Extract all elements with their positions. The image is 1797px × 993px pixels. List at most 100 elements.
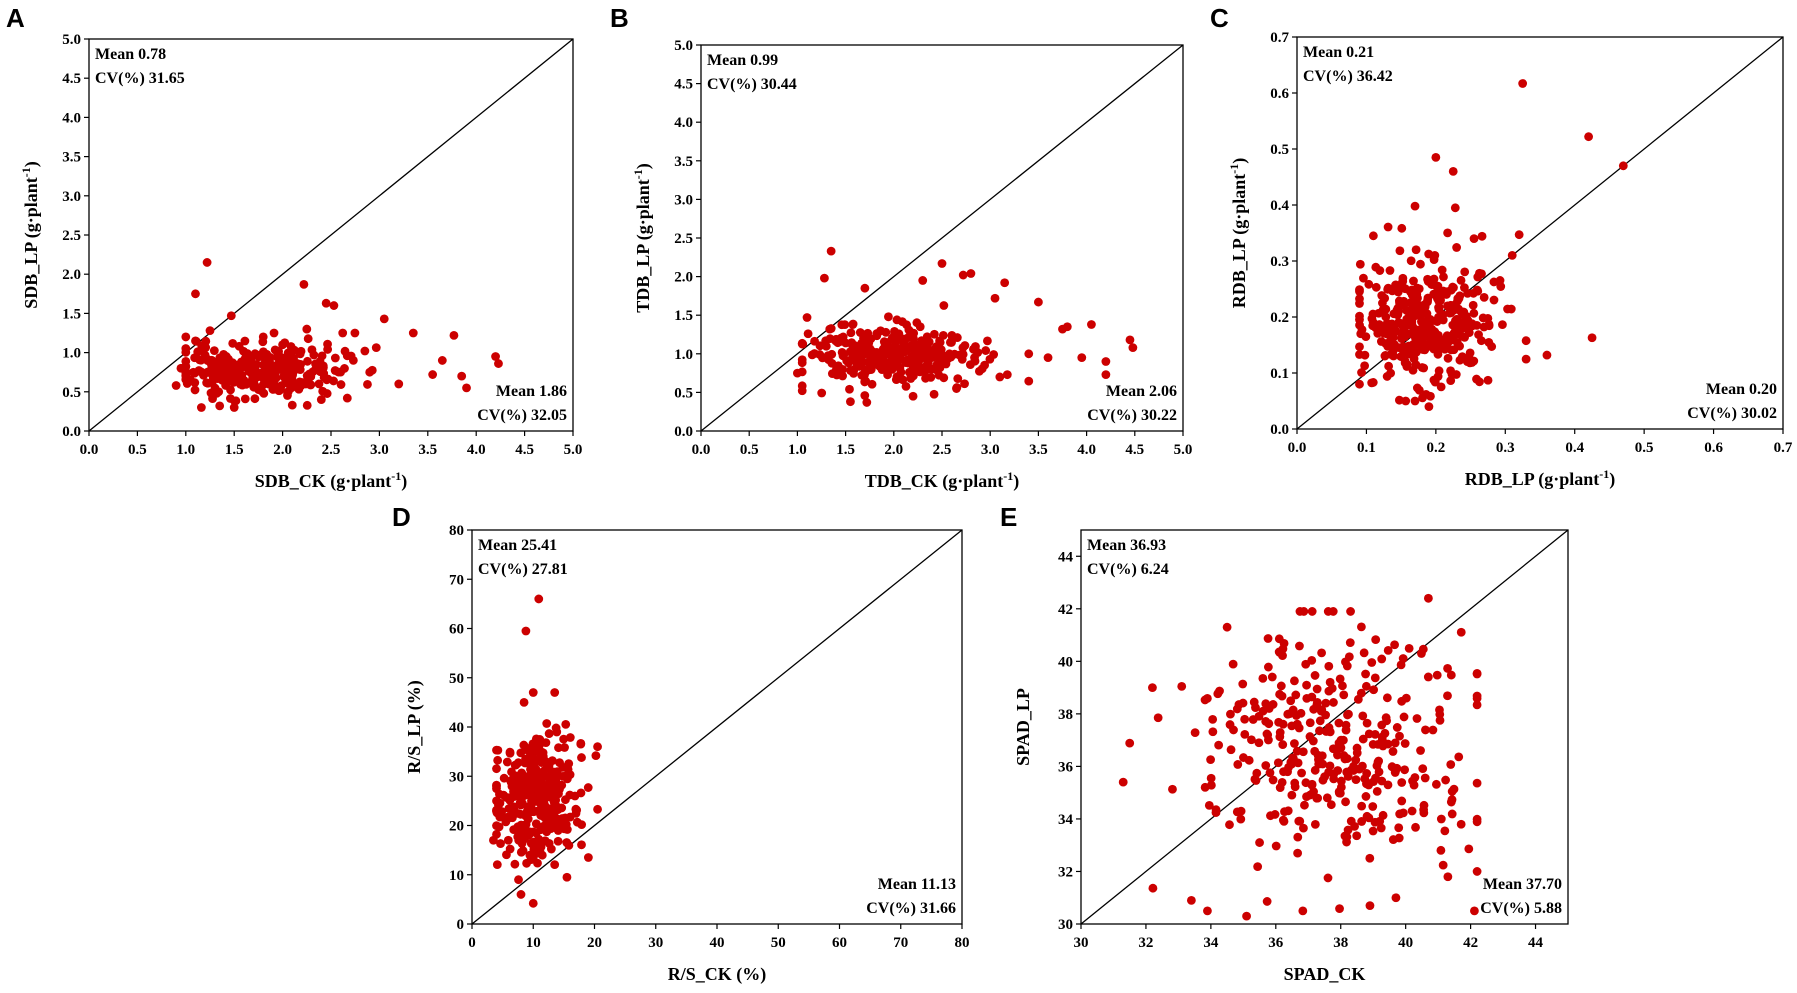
- stats-x-cv: CV(%) 32.05: [477, 407, 567, 424]
- data-point: [1432, 670, 1442, 680]
- data-point: [593, 804, 602, 814]
- data-point: [1358, 734, 1368, 744]
- data-point: [1454, 752, 1464, 762]
- data-point: [912, 318, 922, 328]
- data-point: [1263, 634, 1273, 643]
- data-point: [254, 385, 264, 395]
- data-point: [363, 380, 372, 389]
- data-point: [1438, 286, 1448, 296]
- data-point: [1436, 814, 1446, 824]
- data-point: [1204, 800, 1214, 810]
- data-point: [1153, 713, 1163, 723]
- data-point: [1394, 306, 1403, 316]
- data-point: [1429, 375, 1439, 385]
- x-tick-label: 0.2: [1426, 440, 1445, 456]
- data-point: [209, 346, 219, 356]
- data-point: [1394, 833, 1404, 843]
- data-point: [1409, 276, 1418, 286]
- data-point: [492, 780, 501, 790]
- data-point: [1002, 370, 1012, 380]
- y-tick-label: 80: [449, 523, 464, 539]
- y-tick-label: 5.0: [62, 32, 81, 48]
- data-point: [1307, 692, 1317, 702]
- data-point: [1128, 343, 1138, 353]
- y-tick-label: 3.0: [674, 192, 693, 208]
- data-point: [1315, 716, 1325, 726]
- y-tick-label: 30: [1058, 917, 1073, 933]
- data-point: [268, 385, 278, 394]
- data-point: [860, 283, 870, 293]
- y-axis-label-sup: -1: [631, 169, 645, 179]
- data-point: [492, 764, 501, 774]
- data-point: [1443, 872, 1453, 882]
- data-point: [1308, 736, 1318, 746]
- data-point: [537, 772, 547, 782]
- data-point: [1357, 325, 1367, 335]
- data-point: [832, 364, 841, 374]
- data-point: [1506, 304, 1516, 314]
- data-point: [1453, 338, 1462, 348]
- data-point: [866, 357, 875, 367]
- data-point: [576, 738, 586, 748]
- x-tick-label: 42: [1463, 935, 1478, 951]
- data-point: [1206, 780, 1216, 790]
- data-point: [501, 817, 511, 827]
- data-point: [1412, 290, 1422, 299]
- y-axis-label-text: SPAD_LP: [1013, 688, 1033, 766]
- data-point: [1228, 659, 1238, 669]
- data-point: [1262, 897, 1272, 906]
- data-point: [1454, 322, 1464, 332]
- data-point: [505, 844, 515, 854]
- data-point: [1361, 669, 1370, 679]
- x-tick-label: 32: [1138, 935, 1153, 951]
- y-tick-label: 42: [1058, 602, 1073, 618]
- data-point: [495, 789, 504, 799]
- data-point: [492, 745, 501, 755]
- data-point: [1401, 396, 1411, 406]
- data-point: [1233, 760, 1243, 769]
- data-point: [1222, 622, 1232, 632]
- data-point: [1395, 246, 1405, 256]
- data-point: [1361, 332, 1371, 341]
- panel-letter: C: [1210, 3, 1229, 33]
- data-point: [1334, 718, 1344, 728]
- data-point: [258, 347, 268, 357]
- data-point: [229, 377, 238, 387]
- data-point: [583, 783, 593, 792]
- data-point: [1424, 402, 1434, 411]
- data-point: [1273, 758, 1283, 768]
- data-point: [278, 340, 287, 350]
- x-axis-label-text: SDB_CK (g·plant: [255, 471, 392, 492]
- data-point: [947, 338, 956, 347]
- data-point: [1447, 809, 1457, 819]
- data-point: [310, 365, 320, 375]
- data-point: [1394, 823, 1404, 833]
- data-point: [550, 688, 560, 697]
- data-point: [923, 364, 932, 374]
- data-point: [1208, 714, 1218, 724]
- data-point: [1369, 685, 1379, 695]
- y-axis-label-close: ): [21, 161, 42, 167]
- data-point: [1387, 319, 1397, 329]
- data-point: [1390, 738, 1400, 748]
- y-tick-label: 0.4: [1270, 198, 1289, 214]
- data-point: [879, 357, 889, 367]
- data-point: [1419, 808, 1429, 818]
- y-tick-label: 32: [1058, 864, 1073, 880]
- x-tick-label: 50: [771, 935, 786, 951]
- plot-frame: [1080, 529, 1569, 925]
- data-point: [1392, 723, 1402, 732]
- data-point: [807, 350, 817, 360]
- data-point: [1464, 328, 1474, 338]
- data-point: [1431, 779, 1441, 789]
- data-point: [1521, 354, 1531, 364]
- data-point: [1391, 893, 1401, 903]
- x-tick-label: 2.5: [933, 442, 952, 458]
- x-tick-label: 0.6: [1704, 440, 1723, 456]
- y-tick-label: 0.7: [1270, 30, 1289, 46]
- stats-y-cv: CV(%) 27.81: [478, 561, 568, 578]
- stats-y-cv: CV(%) 30.44: [707, 76, 797, 93]
- data-point: [1464, 844, 1474, 854]
- data-point: [1287, 790, 1297, 800]
